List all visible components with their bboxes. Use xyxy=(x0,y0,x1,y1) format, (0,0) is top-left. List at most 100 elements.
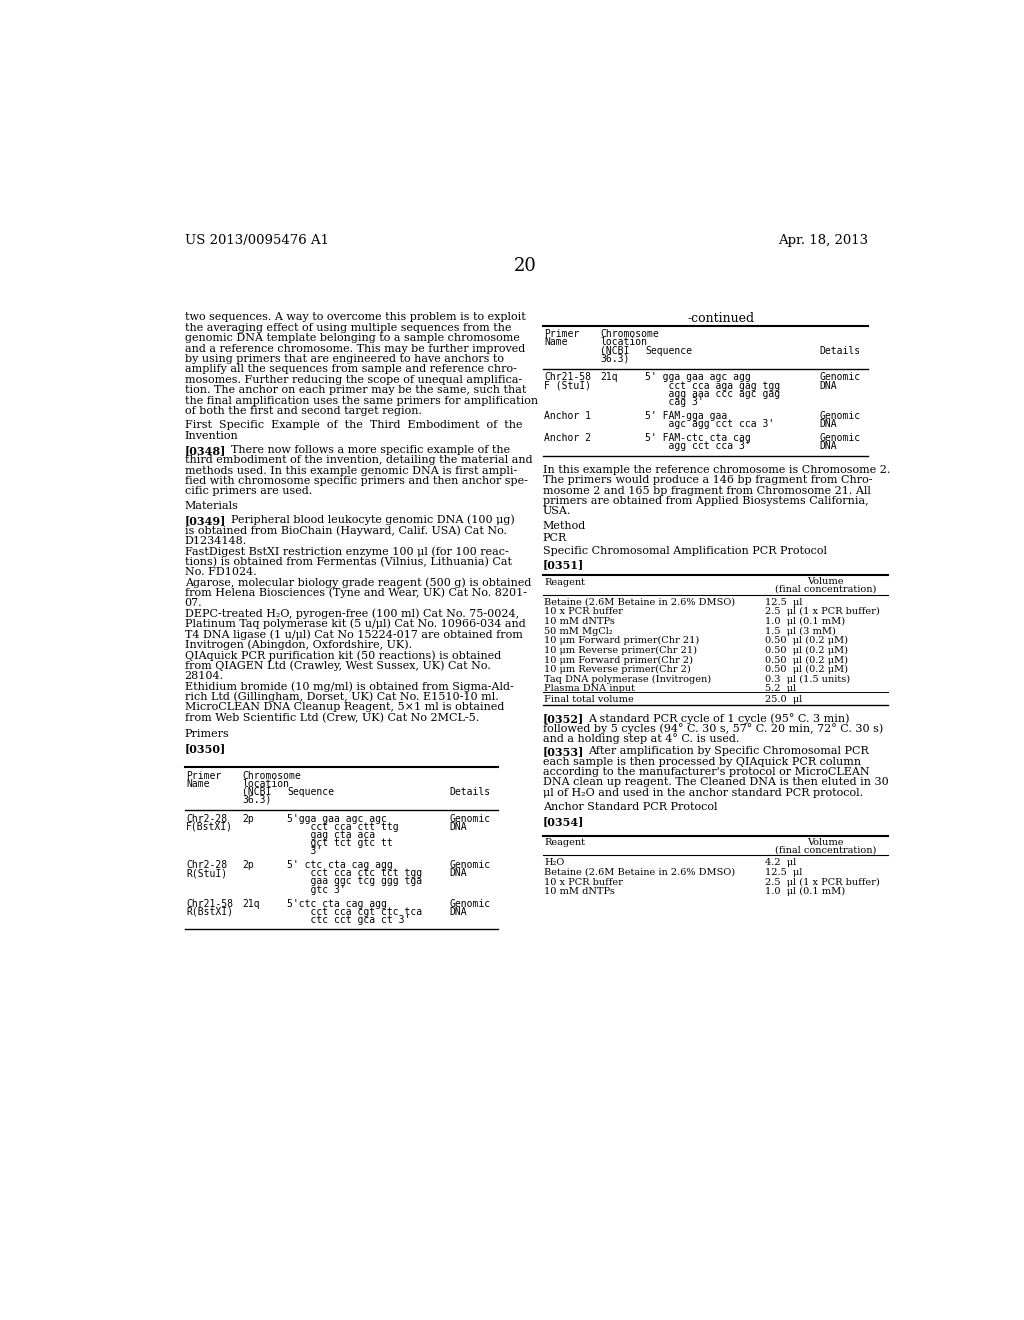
Text: Method: Method xyxy=(543,520,586,531)
Text: No. FD1024.: No. FD1024. xyxy=(184,566,256,577)
Text: 5'ctc cta cag agg: 5'ctc cta cag agg xyxy=(287,899,387,908)
Text: Specific Chromosomal Amplification PCR Protocol: Specific Chromosomal Amplification PCR P… xyxy=(543,546,826,556)
Text: Volume: Volume xyxy=(807,838,844,846)
Text: 10 μm Reverse primer(Chr 2): 10 μm Reverse primer(Chr 2) xyxy=(544,665,691,675)
Text: Genomic: Genomic xyxy=(819,372,860,383)
Text: MicroCLEAN DNA Cleanup Reagent, 5×1 ml is obtained: MicroCLEAN DNA Cleanup Reagent, 5×1 ml i… xyxy=(184,702,504,711)
Text: Materials: Materials xyxy=(184,500,239,511)
Text: R(StuI): R(StuI) xyxy=(186,869,227,878)
Text: cct cca aga gag tgg: cct cca aga gag tgg xyxy=(645,380,780,391)
Text: [0352]: [0352] xyxy=(543,713,584,723)
Text: Chr21-58: Chr21-58 xyxy=(544,372,591,383)
Text: The primers would produce a 146 bp fragment from Chro-: The primers would produce a 146 bp fragm… xyxy=(543,475,872,486)
Text: 0.50  μl (0.2 μM): 0.50 μl (0.2 μM) xyxy=(765,656,848,664)
Text: gag cta aca: gag cta aca xyxy=(287,830,375,840)
Text: 10 x PCR buffer: 10 x PCR buffer xyxy=(544,878,623,887)
Text: and a reference chromosome. This may be further improved: and a reference chromosome. This may be … xyxy=(184,343,525,354)
Text: F (StuI): F (StuI) xyxy=(544,380,591,391)
Text: DNA: DNA xyxy=(819,418,837,429)
Text: Genomic: Genomic xyxy=(450,813,490,824)
Text: the final amplification uses the same primers for amplification: the final amplification uses the same pr… xyxy=(184,396,538,405)
Text: 5' FAM-gga gaa: 5' FAM-gga gaa xyxy=(645,411,727,421)
Text: 36.3): 36.3) xyxy=(242,795,271,805)
Text: according to the manufacturer's protocol or MicroCLEAN: according to the manufacturer's protocol… xyxy=(543,767,869,777)
Text: methods used. In this example genomic DNA is first ampli-: methods used. In this example genomic DN… xyxy=(184,466,517,475)
Text: DNA: DNA xyxy=(819,380,837,391)
Text: Genomic: Genomic xyxy=(450,899,490,908)
Text: Chromosome: Chromosome xyxy=(242,771,301,780)
Text: [0351]: [0351] xyxy=(543,558,584,570)
Text: 0.50  μl (0.2 μM): 0.50 μl (0.2 μM) xyxy=(765,665,848,675)
Text: Primer: Primer xyxy=(186,771,221,780)
Text: primers are obtained from Applied Biosystems California,: primers are obtained from Applied Biosys… xyxy=(543,496,868,506)
Text: gct tct gtc tt: gct tct gtc tt xyxy=(287,838,392,847)
Text: Anchor Standard PCR Protocol: Anchor Standard PCR Protocol xyxy=(543,803,717,812)
Text: In this example the reference chromosome is Chromosome 2.: In this example the reference chromosome… xyxy=(543,465,890,475)
Text: Genomic: Genomic xyxy=(819,433,860,444)
Text: 12.5  μl: 12.5 μl xyxy=(765,869,803,876)
Text: (NCBI: (NCBI xyxy=(242,787,271,797)
Text: T4 DNA ligase (1 u/μl) Cat No 15224-017 are obtained from: T4 DNA ligase (1 u/μl) Cat No 15224-017 … xyxy=(184,630,522,640)
Text: 12.5  μl: 12.5 μl xyxy=(765,598,803,607)
Text: Details: Details xyxy=(450,787,490,797)
Text: 5' FAM-ctc cta cag: 5' FAM-ctc cta cag xyxy=(645,433,751,444)
Text: PCR: PCR xyxy=(543,533,567,544)
Text: followed by 5 cycles (94° C. 30 s, 57° C. 20 min, 72° C. 30 s): followed by 5 cycles (94° C. 30 s, 57° C… xyxy=(543,723,883,734)
Text: [0354]: [0354] xyxy=(543,816,584,828)
Text: by using primers that are engineered to have anchors to: by using primers that are engineered to … xyxy=(184,354,504,364)
Text: 1.0  μl (0.1 mM): 1.0 μl (0.1 mM) xyxy=(765,887,845,896)
Text: from Web Scientific Ltd (Crew, UK) Cat No 2MCL-5.: from Web Scientific Ltd (Crew, UK) Cat N… xyxy=(184,713,479,723)
Text: 10 x PCR buffer: 10 x PCR buffer xyxy=(544,607,623,616)
Text: Genomic: Genomic xyxy=(450,861,490,870)
Text: 10 μm Reverse primer(Chr 21): 10 μm Reverse primer(Chr 21) xyxy=(544,645,697,655)
Text: cct cca cgt ctc tca: cct cca cgt ctc tca xyxy=(287,907,422,917)
Text: DNA: DNA xyxy=(450,869,467,878)
Text: of both the first and second target region.: of both the first and second target regi… xyxy=(184,407,422,416)
Text: third embodiment of the invention, detailing the material and: third embodiment of the invention, detai… xyxy=(184,455,532,465)
Text: Invitrogen (Abingdon, Oxfordshire, UK).: Invitrogen (Abingdon, Oxfordshire, UK). xyxy=(184,640,412,651)
Text: Primer: Primer xyxy=(544,330,580,339)
Text: cct cca ctc tct tgg: cct cca ctc tct tgg xyxy=(287,869,422,878)
Text: cct cca ctt ttg: cct cca ctt ttg xyxy=(287,822,398,832)
Text: 5' ctc cta cag agg: 5' ctc cta cag agg xyxy=(287,861,392,870)
Text: Agarose, molecular biology grade reagent (500 g) is obtained: Agarose, molecular biology grade reagent… xyxy=(184,577,531,587)
Text: Genomic: Genomic xyxy=(819,411,860,421)
Text: QIAquick PCR purification kit (50 reactions) is obtained: QIAquick PCR purification kit (50 reacti… xyxy=(184,649,501,660)
Text: location: location xyxy=(242,779,289,788)
Text: Reagent: Reagent xyxy=(544,578,585,586)
Text: agg aaa ccc agc gag: agg aaa ccc agc gag xyxy=(645,388,780,399)
Text: Apr. 18, 2013: Apr. 18, 2013 xyxy=(778,234,868,247)
Text: Final total volume: Final total volume xyxy=(544,696,634,705)
Text: DNA: DNA xyxy=(819,441,837,451)
Text: Taq DNA polymerase (Invitrogen): Taq DNA polymerase (Invitrogen) xyxy=(544,675,712,684)
Text: There now follows a more specific example of the: There now follows a more specific exampl… xyxy=(231,445,510,455)
Text: Reagent: Reagent xyxy=(544,838,585,847)
Text: H₂O: H₂O xyxy=(544,858,564,867)
Text: gtc 3': gtc 3' xyxy=(287,884,346,895)
Text: fied with chromosome specific primers and then anchor spe-: fied with chromosome specific primers an… xyxy=(184,477,527,486)
Text: R(BstXI): R(BstXI) xyxy=(186,907,233,917)
Text: [0349]: [0349] xyxy=(184,515,226,525)
Text: mosomes. Further reducing the scope of unequal amplifica-: mosomes. Further reducing the scope of u… xyxy=(184,375,522,384)
Text: 3': 3' xyxy=(287,846,323,855)
Text: Name: Name xyxy=(544,338,567,347)
Text: Sequence: Sequence xyxy=(645,346,692,355)
Text: mosome 2 and 165 bp fragment from Chromosome 21. All: mosome 2 and 165 bp fragment from Chromo… xyxy=(543,486,870,495)
Text: 2.5  μl (1 x PCR buffer): 2.5 μl (1 x PCR buffer) xyxy=(765,607,880,616)
Text: USA.: USA. xyxy=(543,507,571,516)
Text: amplify all the sequences from sample and reference chro-: amplify all the sequences from sample an… xyxy=(184,364,516,375)
Text: 1.0  μl (0.1 mM): 1.0 μl (0.1 mM) xyxy=(765,616,845,626)
Text: [0348]: [0348] xyxy=(184,445,226,455)
Text: 5.2  μl: 5.2 μl xyxy=(765,684,797,693)
Text: F(BstXI): F(BstXI) xyxy=(186,822,233,832)
Text: Betaine (2.6M Betaine in 2.6% DMSO): Betaine (2.6M Betaine in 2.6% DMSO) xyxy=(544,869,735,876)
Text: Name: Name xyxy=(186,779,210,788)
Text: Chromosome: Chromosome xyxy=(600,330,658,339)
Text: 2.5  μl (1 x PCR buffer): 2.5 μl (1 x PCR buffer) xyxy=(765,878,880,887)
Text: (NCBI: (NCBI xyxy=(600,346,630,355)
Text: [0350]: [0350] xyxy=(184,743,226,754)
Text: 0.50  μl (0.2 μM): 0.50 μl (0.2 μM) xyxy=(765,636,848,645)
Text: 2p: 2p xyxy=(242,861,254,870)
Text: Plasma DNA input: Plasma DNA input xyxy=(544,684,635,693)
Text: 10 mM dNTPs: 10 mM dNTPs xyxy=(544,616,615,626)
